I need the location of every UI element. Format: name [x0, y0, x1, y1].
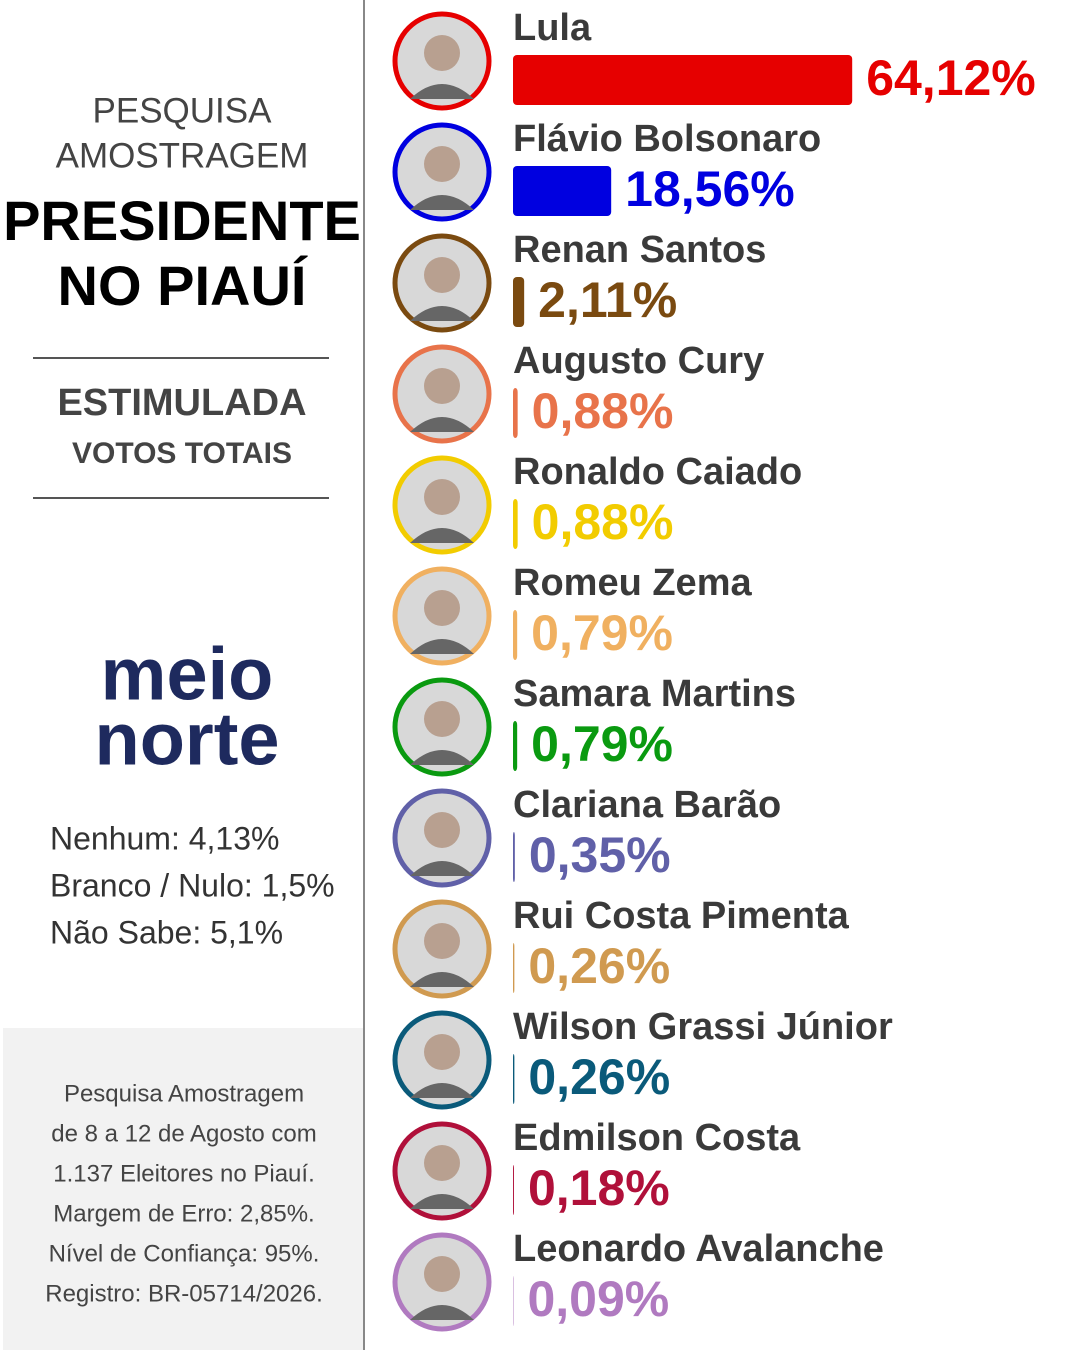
value-label: 0,79% — [531, 605, 673, 661]
value-label: 0,26% — [528, 938, 670, 994]
value-label: 0,35% — [529, 827, 671, 883]
bar — [513, 499, 518, 549]
bar — [513, 1165, 514, 1215]
value-label: 0,09% — [527, 1271, 669, 1327]
footnote: Margem de Erro: 2,85%. — [53, 1200, 314, 1227]
bar — [513, 721, 517, 771]
bar — [513, 832, 515, 882]
mode: ESTIMULADA — [57, 382, 306, 424]
bar — [513, 166, 611, 216]
portrait-head — [424, 1145, 460, 1181]
kicker: PESQUISA — [93, 91, 273, 130]
portrait-head — [424, 1034, 460, 1070]
portrait-head — [424, 812, 460, 848]
candidate-name: Lula — [513, 7, 592, 49]
portrait-head — [424, 479, 460, 515]
other-result: Branco / Nulo: 1,5% — [50, 867, 335, 903]
candidate-name: Ronaldo Caiado — [513, 451, 802, 493]
candidate-name: Renan Santos — [513, 229, 766, 271]
other-result: Não Sabe: 5,1% — [50, 914, 283, 950]
portrait-head — [424, 368, 460, 404]
value-label: 0,88% — [532, 383, 674, 439]
portrait-head — [424, 701, 460, 737]
value-label: 0,88% — [532, 494, 674, 550]
candidate-name: Romeu Zema — [513, 562, 752, 604]
bar — [513, 388, 518, 438]
candidate-name: Edmilson Costa — [513, 1117, 801, 1159]
value-label: 0,18% — [528, 1160, 670, 1216]
mode-sub: VOTOS TOTAIS — [72, 437, 292, 470]
portrait-head — [424, 257, 460, 293]
candidate-name: Leonardo Avalanche — [513, 1228, 884, 1270]
footnote: de 8 a 12 de Agosto com — [51, 1120, 317, 1147]
title: PRESIDENTE — [3, 189, 361, 252]
bar — [513, 277, 524, 327]
candidate-name: Augusto Cury — [513, 340, 764, 382]
candidate-name: Wilson Grassi Júnior — [513, 1006, 893, 1048]
value-label: 0,79% — [531, 716, 673, 772]
portrait-head — [424, 35, 460, 71]
candidate-name: Flávio Bolsonaro — [513, 118, 821, 160]
value-label: 0,26% — [528, 1049, 670, 1105]
portrait-head — [424, 1256, 460, 1292]
candidate-name: Rui Costa Pimenta — [513, 895, 850, 937]
kicker: AMOSTRAGEM — [56, 136, 309, 175]
portrait-head — [424, 923, 460, 959]
bar — [513, 610, 517, 660]
footnote: Nível de Confiança: 95%. — [49, 1240, 320, 1267]
value-label: 64,12% — [866, 50, 1036, 106]
title: NO PIAUÍ — [58, 254, 308, 317]
candidate-name: Clariana Barão — [513, 784, 781, 826]
footnote: 1.137 Eleitores no Piauí. — [53, 1160, 315, 1187]
bar — [513, 55, 852, 105]
logo: norte — [95, 698, 280, 781]
footnote: Registro: BR-05714/2026. — [45, 1280, 323, 1307]
other-result: Nenhum: 4,13% — [50, 820, 279, 856]
portrait-head — [424, 146, 460, 182]
value-label: 2,11% — [538, 272, 677, 328]
bar — [513, 943, 514, 993]
value-label: 18,56% — [625, 161, 795, 217]
portrait-head — [424, 590, 460, 626]
candidate-name: Samara Martins — [513, 673, 796, 715]
bar — [513, 1054, 514, 1104]
footnote: Pesquisa Amostragem — [64, 1080, 304, 1107]
